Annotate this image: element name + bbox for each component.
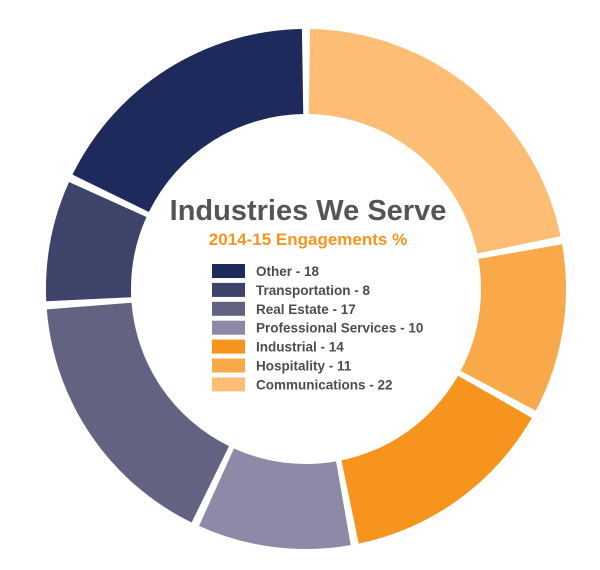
legend-item-transportation: Transportation - 8 [212, 282, 371, 298]
legend-item-professional-services: Professional Services - 10 [212, 320, 423, 336]
slice-other [72, 29, 304, 213]
legend-item-industrial: Industrial - 14 [212, 339, 344, 355]
slice-professional-services [199, 448, 351, 549]
legend-swatch [212, 320, 245, 335]
legend-label: Hospitality - 11 [256, 359, 352, 374]
slice-industrial [341, 375, 532, 544]
donut-slices [46, 29, 567, 549]
slice-communications [308, 29, 561, 254]
legend-label: Communications - 22 [256, 377, 393, 392]
legend-label: Other - 18 [256, 264, 320, 279]
legend-label: Transportation - 8 [256, 283, 371, 298]
legend-label: Industrial - 14 [256, 340, 344, 355]
legend-swatch [212, 264, 245, 278]
chart-title: Industries We Serve [170, 195, 447, 227]
legend-label: Real Estate - 17 [256, 302, 356, 317]
slice-transportation [46, 182, 147, 302]
legend-item-communications: Communications - 22 [212, 377, 393, 392]
legend-label: Professional Services - 10 [256, 321, 423, 336]
slice-real-estate [46, 302, 230, 523]
legend-swatch [212, 301, 245, 316]
slice-hospitality [460, 244, 567, 411]
legend-swatch [212, 339, 245, 354]
legend-item-other: Other - 18 [212, 264, 320, 279]
legend-swatch [212, 377, 245, 392]
legend-swatch [212, 358, 245, 373]
chart-legend: Other - 18 Transportation - 8 Real Estate … [212, 264, 423, 392]
legend-swatch [212, 282, 245, 297]
chart-subtitle: 2014-15 Engagements % [209, 230, 407, 249]
legend-item-hospitality: Hospitality - 11 [212, 358, 352, 374]
legend-item-real-estate: Real Estate - 17 [212, 301, 356, 317]
